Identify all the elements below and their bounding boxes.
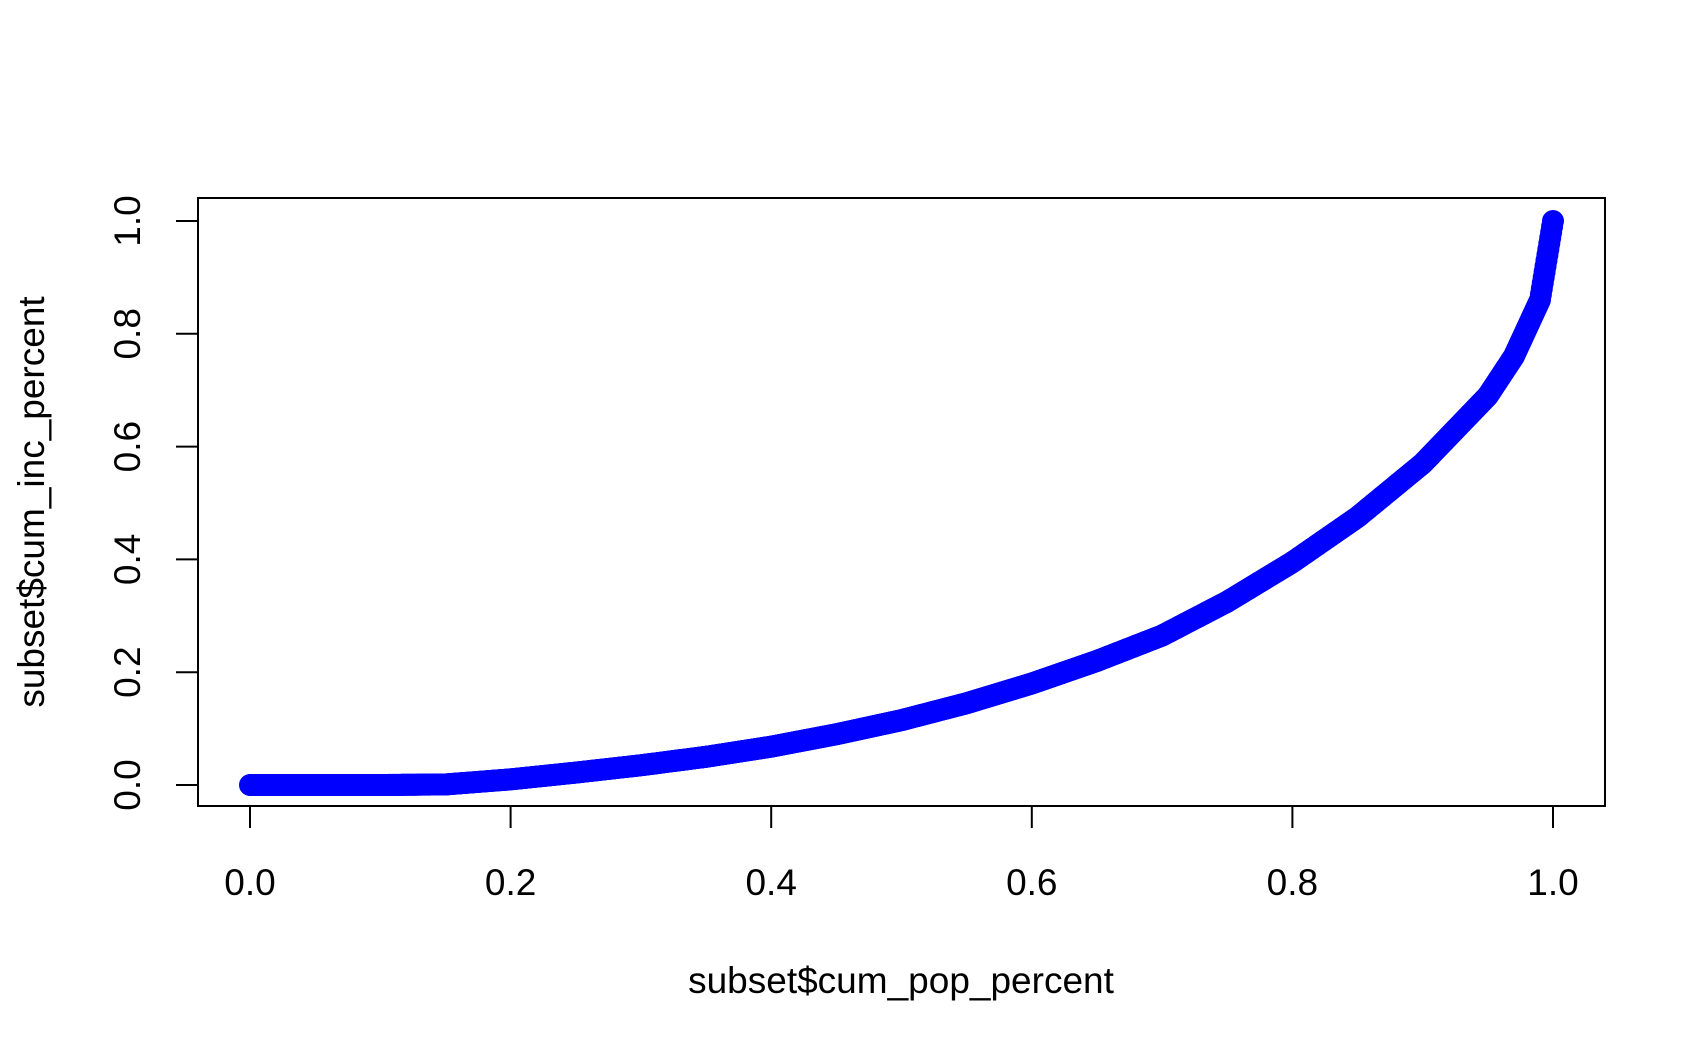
y-tick-label: 1.0 [107, 195, 148, 246]
x-tick-label: 0.4 [745, 862, 796, 903]
y-tick-label: 0.2 [107, 646, 148, 697]
y-tick-label: 0.0 [107, 759, 148, 810]
y-tick-label: 0.6 [107, 421, 148, 472]
data-point [1542, 210, 1564, 232]
y-axis-label: subset$cum_inc_percent [11, 296, 52, 708]
x-tick-label: 0.6 [1006, 862, 1057, 903]
x-axis-label: subset$cum_pop_percent [688, 960, 1115, 1001]
x-tick-label: 0.2 [485, 862, 536, 903]
x-tick-label: 0.0 [224, 862, 275, 903]
y-axis: 0.0 0.2 0.4 0.6 0.8 1.0 [107, 195, 199, 811]
x-axis: 0.0 0.2 0.4 0.6 0.8 1.0 [224, 805, 1579, 903]
x-tick-label: 0.8 [1267, 862, 1318, 903]
y-tick-label: 0.8 [107, 308, 148, 359]
x-tick-label: 1.0 [1527, 862, 1578, 903]
data-points [239, 210, 1564, 796]
y-tick-label: 0.4 [107, 534, 148, 585]
